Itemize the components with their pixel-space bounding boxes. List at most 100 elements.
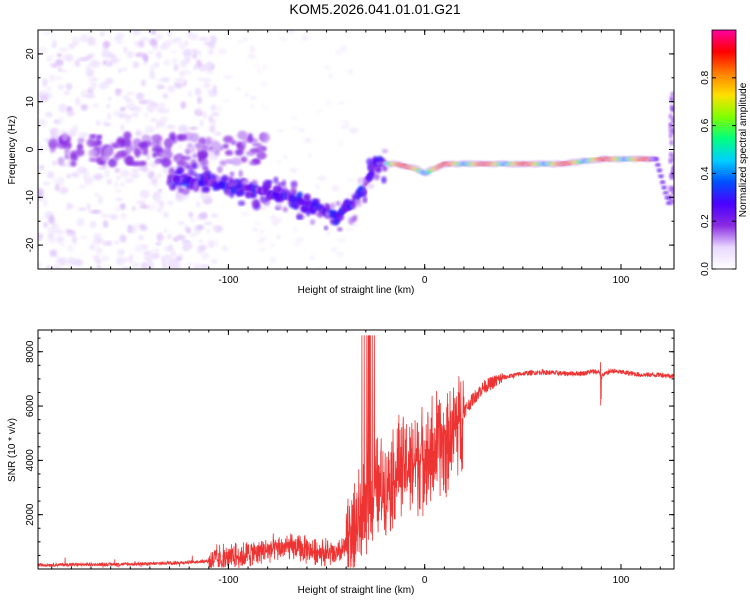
spectrogram-cell-1371	[654, 157, 659, 161]
spectrogram-cell-440	[200, 244, 207, 251]
spectrogram-cell-541	[276, 159, 282, 163]
spectrogram-cell-1475	[337, 227, 343, 232]
spectrogram-cell-160	[45, 111, 53, 118]
y-tick-label: -20	[25, 237, 36, 252]
spectrogram-cell-187	[134, 52, 145, 58]
spectrogram-cell-68	[89, 243, 96, 251]
spectrogram-cell-185	[120, 169, 130, 178]
spectrogram-cell-1469	[174, 175, 181, 183]
spectrogram-cell-571	[253, 221, 262, 225]
spectrogram-cell-494	[133, 41, 141, 45]
spectrogram-cell-9	[103, 169, 111, 178]
chart-title: KOM5.2026.041.01.01.G21	[289, 1, 460, 17]
spectrogram-cell-238	[51, 160, 58, 166]
spectrogram-cell-374	[118, 67, 123, 74]
spectrogram-cell-127	[167, 234, 172, 240]
spectrogram-cell-301	[131, 62, 140, 68]
spectrogram-cell-749	[48, 138, 59, 149]
spectrogram-cell-279	[106, 179, 112, 185]
spectrogram-cell-702	[107, 158, 118, 168]
spectrogram-cell-155	[107, 112, 112, 121]
spectrogram-cell-798	[204, 185, 211, 193]
spectrogram-cell-393	[190, 32, 199, 41]
spectrogram-cell-355	[143, 113, 149, 118]
spectrogram-y-label: Frequency (Hz)	[7, 116, 18, 185]
spectrogram-cell-560	[258, 247, 267, 252]
spectrogram-cell-389	[57, 53, 62, 58]
spectrogram-y-ticks: -20 -10 0 10 20	[25, 29, 674, 270]
snr-x-ticks: -100 0 100	[51, 330, 661, 586]
spectrogram-cell-310	[38, 144, 45, 153]
spectrogram-cell-1454	[330, 202, 336, 210]
spectrogram-cell-727	[200, 157, 209, 167]
spectrogram-cell-709	[247, 133, 253, 143]
spectrogram-cell-504	[205, 63, 214, 70]
spectrogram-cell-537	[251, 226, 258, 232]
spectrogram-cell-345	[67, 244, 74, 253]
spectrogram-cell-338	[99, 81, 109, 90]
spectrogram-cell-320	[139, 40, 144, 48]
spectrogram-cell-1444	[280, 188, 286, 195]
spectrogram-cell-500	[119, 203, 126, 210]
spectrogram-cell-1439	[259, 195, 266, 204]
y-tick-label: 20	[25, 48, 36, 60]
spectrogram-cell-363	[48, 215, 55, 225]
spectrogram-cell-643	[214, 148, 220, 156]
spectrogram-cell-487	[95, 246, 103, 255]
spectrogram-cell-327	[38, 233, 42, 241]
spectrogram-cell-292	[122, 95, 130, 100]
spectrogram-cell-561	[331, 185, 340, 192]
spectrogram-cell-464	[149, 256, 159, 260]
spectrogram-cell-180	[87, 87, 94, 94]
spectrogram-cell-1414	[289, 193, 296, 201]
spectrogram-cell-110	[194, 87, 202, 96]
spectrogram-cell-675	[260, 132, 270, 143]
spectrogram-cell-1481	[263, 182, 271, 190]
spectrogram-cell-1498	[221, 174, 229, 183]
spectrogram-cell-243	[134, 106, 142, 112]
spectrogram-cell-653	[86, 138, 96, 148]
spectrogram-cell-380	[116, 174, 122, 181]
spectrogram-cell-720	[103, 147, 114, 157]
spectrogram-cell-1535	[671, 116, 674, 123]
spectrogram-cell-141	[173, 36, 183, 44]
spectrogram-cell-499	[115, 189, 122, 194]
spectrogram-cell-73	[198, 36, 209, 41]
spectrogram-cell-80	[179, 70, 186, 78]
spectrogram-cell-89	[149, 64, 155, 73]
spectrogram-cell-451	[144, 56, 149, 63]
spectrogram-cell-1445	[353, 198, 361, 206]
spectrogram-cell-725	[202, 144, 209, 152]
spectrogram-cell-1379	[660, 180, 665, 184]
spectrogram-cell-603	[335, 49, 342, 56]
spectrogram-cell-1402	[249, 185, 255, 191]
spectrogram-cell-309	[196, 59, 202, 68]
spectrogram-cell-99	[200, 264, 210, 268]
spectrogram-cell-428	[102, 220, 109, 228]
spectrogram-cell-553	[221, 165, 228, 169]
spectrogram-cell-555	[279, 37, 288, 42]
spectrogram-cell-369	[72, 35, 78, 43]
spectrogram-cell-10	[79, 235, 88, 239]
spectrogram-cell-351	[167, 85, 176, 93]
spectrogram-cell-443	[163, 254, 172, 259]
spectrogram-cell-609	[217, 48, 227, 55]
spectrogram-cell-569	[276, 234, 282, 240]
spectrogram-cell-1452	[366, 183, 375, 189]
spectrogram-cell-1485	[293, 201, 300, 207]
spectrogram-cell-403	[46, 171, 55, 179]
spectrogram-cell-269	[169, 38, 176, 44]
spectrogram-cell-587	[301, 35, 309, 41]
spectrogram-cell-728	[249, 148, 260, 153]
spectrogram-cell-425	[115, 33, 125, 38]
spectrogram-cell-559	[341, 120, 349, 124]
spectrogram-cell-508	[130, 172, 140, 179]
spectrogram-cell-1522	[671, 190, 674, 196]
spectrogram-cell-228	[121, 266, 130, 269]
spectrogram-cell-246	[93, 232, 102, 240]
spectrogram-cell-342	[173, 64, 179, 72]
spectrogram-cell-481	[50, 127, 60, 136]
spectrogram-cell-486	[66, 110, 75, 117]
spectrogram-cell-195	[92, 254, 100, 262]
